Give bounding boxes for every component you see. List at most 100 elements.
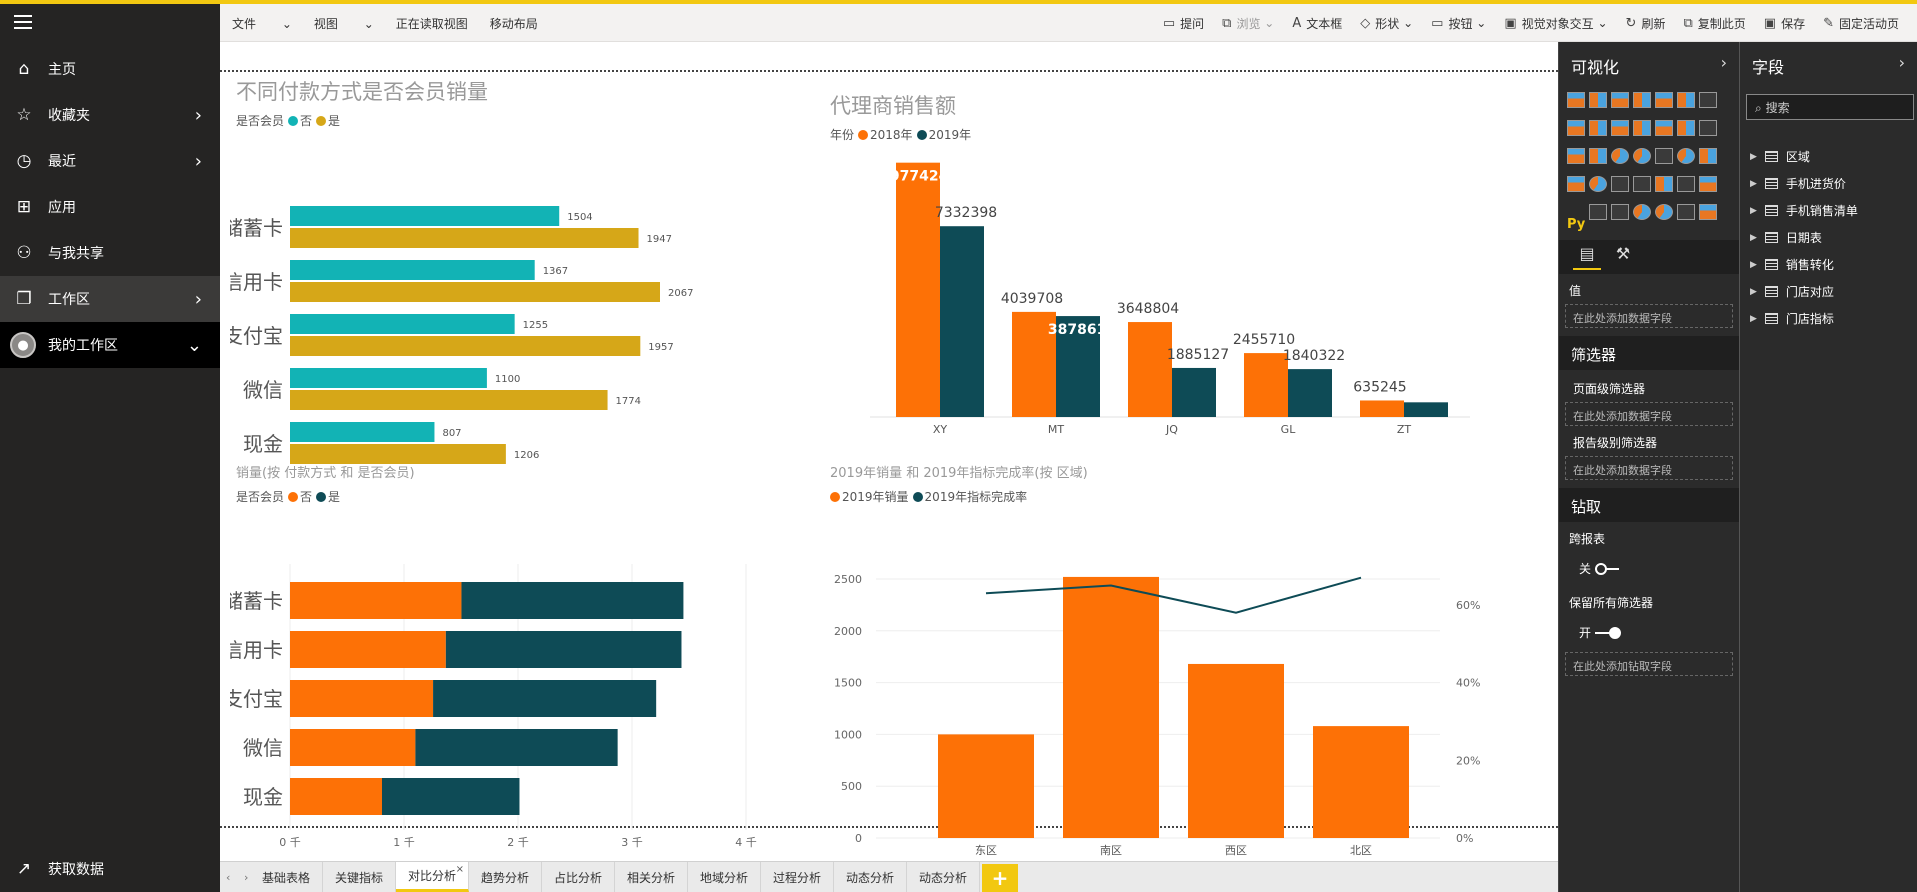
stacked-bar-segment[interactable] xyxy=(290,729,416,766)
visual-type-icon[interactable] xyxy=(1567,92,1585,108)
mobile-layout-button[interactable]: 移动布局 xyxy=(489,16,538,31)
close-tab-icon[interactable]: × xyxy=(455,864,464,875)
column[interactable] xyxy=(940,226,984,417)
legend-entry[interactable]: 2019年指标完成率 xyxy=(924,490,1028,504)
add-page-button[interactable]: + xyxy=(982,864,1018,892)
visual-type-icon[interactable] xyxy=(1611,148,1629,164)
shapes-button[interactable]: ◇ 形状 ⌄ xyxy=(1360,15,1414,31)
nav-item-favorites[interactable]: ☆ 收藏夹 › xyxy=(0,92,220,138)
field-table-item[interactable]: ▶ 区域 xyxy=(1750,148,1810,165)
nav-item-recent[interactable]: ◷ 最近 › xyxy=(0,138,220,184)
visual-type-icon[interactable] xyxy=(1677,148,1695,164)
page-tab[interactable]: 地域分析 xyxy=(688,862,761,892)
bar[interactable] xyxy=(290,282,660,302)
field-table-item[interactable]: ▶ 日期表 xyxy=(1750,229,1822,246)
page-tab[interactable]: 动态分析 xyxy=(907,862,980,892)
visual-type-icon[interactable] xyxy=(1699,92,1717,108)
column[interactable] xyxy=(1056,316,1100,417)
bar[interactable] xyxy=(290,314,515,334)
field-table-item[interactable]: ▶ 门店指标 xyxy=(1750,310,1834,327)
menu-view[interactable]: 视图 ⌄ xyxy=(313,16,374,31)
column[interactable] xyxy=(1128,322,1172,417)
field-table-item[interactable]: ▶ 手机销售清单 xyxy=(1750,202,1858,219)
hamburger-menu-icon[interactable] xyxy=(14,15,32,29)
cross-report-toggle[interactable]: 关 xyxy=(1579,560,1620,577)
visual1-clustered-bar-chart[interactable]: 储蓄卡 1504 1947 信用卡 1367 2067 支付宝 1255 1957 微信 1100 1… xyxy=(230,192,790,472)
visual-type-icon[interactable] xyxy=(1633,204,1651,220)
tab-next-button[interactable]: › xyxy=(244,871,249,884)
visual-type-icon[interactable] xyxy=(1677,176,1695,192)
column[interactable] xyxy=(1313,726,1409,838)
line-series[interactable] xyxy=(985,576,1362,614)
fields-tab-icon[interactable]: ▤ xyxy=(1573,244,1601,270)
field-table-item[interactable]: ▶ 门店对应 xyxy=(1750,283,1834,300)
legend-entry[interactable]: 是 xyxy=(328,490,341,504)
visual-type-icon[interactable] xyxy=(1589,148,1607,164)
column[interactable] xyxy=(1172,367,1216,417)
visual-type-icon[interactable] xyxy=(1655,148,1673,164)
page-tab[interactable]: 动态分析 xyxy=(834,862,907,892)
buttons-button[interactable]: ▭ 按钮 ⌄ xyxy=(1431,15,1487,31)
report-filters-drop-well[interactable]: 在此处添加数据字段 xyxy=(1565,456,1733,480)
tab-prev-button[interactable]: ‹ xyxy=(226,871,231,884)
fields-search-input[interactable]: ⌕ 搜索 xyxy=(1746,94,1914,120)
nav-item-apps[interactable]: ⊞ 应用 xyxy=(0,184,220,230)
visual-type-icon[interactable] xyxy=(1567,148,1585,164)
nav-item-my-workspace[interactable]: ● 我的工作区 ⌄ xyxy=(0,322,220,368)
nav-item-workspaces[interactable]: ❐ 工作区 › xyxy=(0,276,220,322)
values-drop-well[interactable]: 在此处添加数据字段 xyxy=(1565,304,1733,328)
legend-entry[interactable]: 是 xyxy=(328,114,341,128)
page-tab[interactable]: 相关分析 xyxy=(615,862,688,892)
visual-type-icon[interactable] xyxy=(1611,92,1629,108)
visual-type-icon[interactable] xyxy=(1655,204,1673,220)
visual-type-icon[interactable] xyxy=(1633,148,1651,164)
column[interactable] xyxy=(1012,311,1056,417)
column[interactable] xyxy=(896,162,940,417)
visual-type-icon[interactable] xyxy=(1589,92,1607,108)
browse-button[interactable]: ⧉ 浏览 ⌄ xyxy=(1222,15,1275,31)
page-tab[interactable]: 趋势分析 xyxy=(469,862,542,892)
expand-arrow-icon[interactable]: ▶ xyxy=(1750,205,1757,216)
chevron-right-icon[interactable]: › xyxy=(1720,53,1727,72)
refresh-button[interactable]: ↻ 刷新 xyxy=(1626,15,1666,32)
field-table-item[interactable]: ▶ 销售转化 xyxy=(1750,256,1834,273)
visual-type-icon[interactable] xyxy=(1677,92,1695,108)
visual-type-icon[interactable] xyxy=(1567,120,1585,136)
copy-page-button[interactable]: ⧉ 复制此页 xyxy=(1683,15,1745,32)
page-filters-drop-well[interactable]: 在此处添加数据字段 xyxy=(1565,402,1733,426)
visual-type-icon[interactable] xyxy=(1677,120,1695,136)
visual-type-icon[interactable] xyxy=(1699,176,1717,192)
legend-entry[interactable]: 否 xyxy=(300,490,313,504)
stacked-bar-segment[interactable] xyxy=(433,680,657,717)
visual4-combo-chart[interactable]: 0 500 1000 1500 2000 2500 0% 20% 40% 60% 东区 南区 西区 北区 xyxy=(820,512,1510,862)
column[interactable] xyxy=(1360,400,1404,417)
keep-filters-toggle[interactable]: 开 xyxy=(1579,624,1622,641)
reading-view-button[interactable]: 正在读取视图 xyxy=(395,16,468,31)
visual-type-icon[interactable] xyxy=(1633,92,1651,108)
page-tab[interactable]: 基础表格 xyxy=(250,862,323,892)
page-tab[interactable]: 过程分析 xyxy=(761,862,834,892)
drill-drop-well[interactable]: 在此处添加钻取字段 xyxy=(1565,652,1733,676)
column[interactable] xyxy=(1288,369,1332,417)
visual-type-icon[interactable] xyxy=(1611,176,1629,192)
textbox-button[interactable]: A 文本框 xyxy=(1292,15,1342,32)
stacked-bar-segment[interactable] xyxy=(290,631,446,668)
expand-arrow-icon[interactable]: ▶ xyxy=(1750,286,1757,297)
stacked-bar-segment[interactable] xyxy=(290,680,434,717)
legend-entry[interactable]: 否 xyxy=(300,114,313,128)
stacked-bar-segment[interactable] xyxy=(445,631,682,668)
bar[interactable] xyxy=(290,368,487,388)
python-visual-icon[interactable]: Py xyxy=(1567,217,1586,232)
column[interactable] xyxy=(1404,402,1448,417)
page-tab[interactable]: 关键指标 xyxy=(323,862,396,892)
visual-type-icon[interactable] xyxy=(1611,204,1629,220)
bar[interactable] xyxy=(290,390,608,410)
legend-entry[interactable]: 2019年销量 xyxy=(842,490,909,504)
bar[interactable] xyxy=(290,260,535,280)
get-data-button[interactable]: ↗ 获取数据 xyxy=(0,846,220,892)
stacked-bar-segment[interactable] xyxy=(381,778,520,815)
expand-arrow-icon[interactable]: ▶ xyxy=(1750,151,1757,162)
visual-type-icon[interactable] xyxy=(1677,204,1695,220)
stacked-bar-segment[interactable] xyxy=(415,729,618,766)
nav-item-home[interactable]: ⌂ 主页 xyxy=(0,46,220,92)
